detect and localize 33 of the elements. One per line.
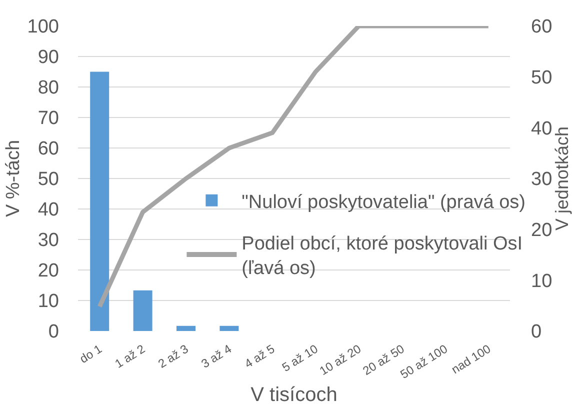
y-axis-title: V %-tách [3, 140, 24, 218]
y-tick-label: 40 [38, 200, 59, 221]
y-tick-label: 90 [38, 47, 59, 68]
y2-axis-title: V jednotkách [552, 126, 572, 231]
x-tick-label: do 1 [77, 342, 105, 366]
bar [176, 326, 196, 331]
bar [90, 72, 110, 331]
x-tick-label: 4 až 5 [242, 342, 278, 371]
y-tick-label: 0 [48, 322, 59, 343]
y2-tick-label: 10 [531, 270, 552, 292]
x-tick-label: 3 až 4 [198, 342, 234, 371]
y-tick-label: 50 [38, 169, 59, 190]
y-tick-label: 30 [38, 230, 59, 252]
y-tick-label: 20 [38, 260, 59, 282]
y-tick-label: 80 [38, 78, 59, 99]
x-tick-label: 2 až 3 [156, 342, 192, 371]
y2-tick-label: 30 [531, 169, 552, 190]
legend-label: Podiel obcí, ktoré poskytovali OsI (ľavá os) [242, 234, 523, 280]
x-tick-label: 1 až 2 [112, 342, 148, 371]
bar [220, 326, 239, 331]
x-axis-title: V tisícoch [250, 384, 338, 406]
y2-tick-label: 50 [531, 67, 552, 88]
legend-label: "Nuloví poskytovatelia" (pravá os) [242, 192, 526, 213]
y-tick-label: 10 [38, 291, 59, 312]
y2-tick-label: 60 [531, 16, 552, 38]
y2-tick-label: 40 [531, 118, 552, 140]
y-tick-label: 100 [27, 16, 59, 38]
x-tick-label: nad 100 [448, 342, 494, 377]
y2-tick-label: 20 [531, 220, 552, 241]
y2-tick-label: 0 [531, 322, 542, 343]
y-tick-label: 60 [38, 138, 59, 160]
y-tick-label: 70 [38, 108, 59, 130]
bar [133, 290, 152, 331]
